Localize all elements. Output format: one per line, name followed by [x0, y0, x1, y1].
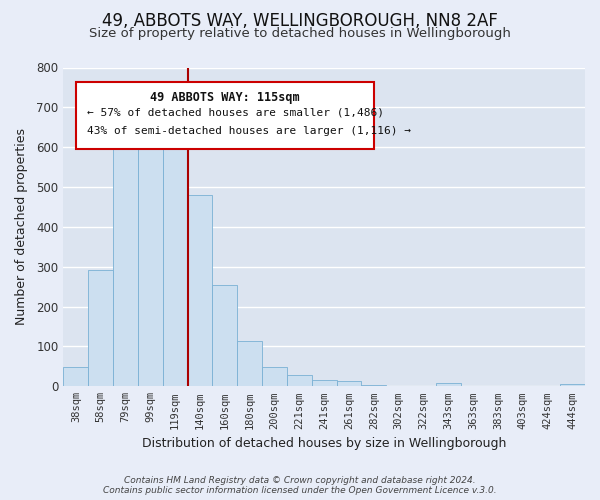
Bar — [88, 270, 113, 386]
X-axis label: Distribution of detached houses by size in Wellingborough: Distribution of detached houses by size … — [142, 437, 506, 450]
Bar — [560, 384, 585, 386]
Bar — [113, 127, 138, 386]
Bar — [64, 367, 88, 386]
Bar — [212, 286, 237, 386]
FancyBboxPatch shape — [76, 82, 374, 149]
Text: Contains public sector information licensed under the Open Government Licence v.: Contains public sector information licen… — [103, 486, 497, 495]
Bar — [262, 367, 287, 386]
Bar — [361, 385, 386, 386]
Bar — [237, 342, 262, 386]
Text: Size of property relative to detached houses in Wellingborough: Size of property relative to detached ho… — [89, 28, 511, 40]
Bar — [312, 380, 337, 386]
Bar — [188, 195, 212, 386]
Text: ← 57% of detached houses are smaller (1,486): ← 57% of detached houses are smaller (1,… — [87, 108, 384, 118]
Y-axis label: Number of detached properties: Number of detached properties — [15, 128, 28, 326]
Bar — [138, 124, 163, 386]
Bar — [436, 383, 461, 386]
Text: Contains HM Land Registry data © Crown copyright and database right 2024.: Contains HM Land Registry data © Crown c… — [124, 476, 476, 485]
Text: 43% of semi-detached houses are larger (1,116) →: 43% of semi-detached houses are larger (… — [87, 126, 411, 136]
Text: 49 ABBOTS WAY: 115sqm: 49 ABBOTS WAY: 115sqm — [151, 92, 300, 104]
Bar — [337, 381, 361, 386]
Bar — [163, 124, 188, 386]
Bar — [287, 375, 312, 386]
Text: 49, ABBOTS WAY, WELLINGBOROUGH, NN8 2AF: 49, ABBOTS WAY, WELLINGBOROUGH, NN8 2AF — [102, 12, 498, 30]
